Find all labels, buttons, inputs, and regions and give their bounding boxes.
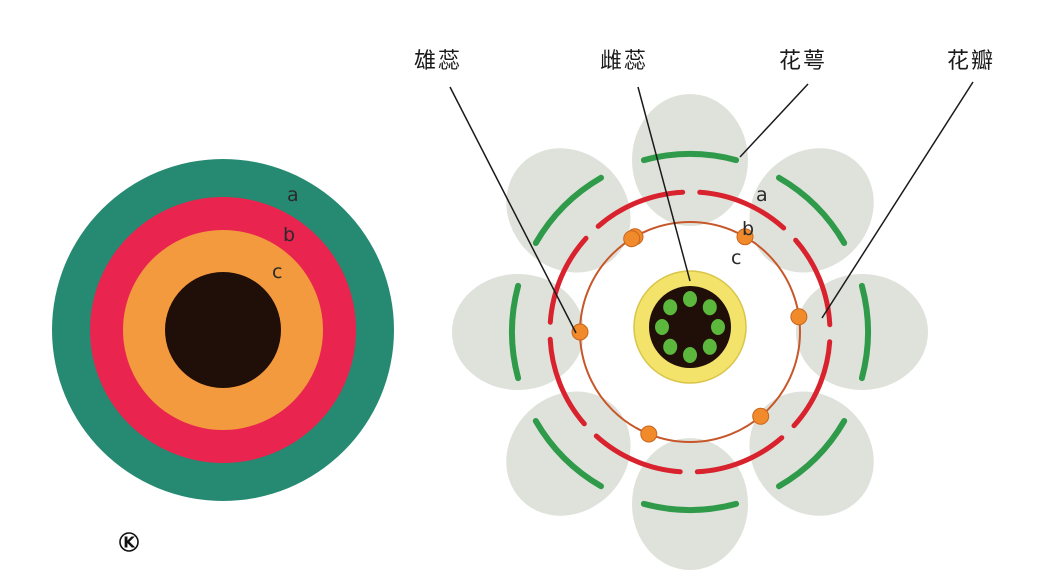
petal-arc (595, 189, 686, 229)
ovule (663, 338, 678, 355)
abc-model-rings: a b c (52, 159, 394, 501)
ovule (711, 319, 725, 335)
label-pistil: 雌蕊 (600, 49, 648, 74)
ring-letter-c: c (731, 247, 741, 269)
ring-label-b: b (283, 224, 295, 246)
anther (571, 323, 589, 341)
ovule (655, 319, 669, 335)
petal-lobe (749, 148, 874, 273)
petal-lobe (506, 148, 631, 273)
sepal-arc (776, 174, 848, 246)
sepal-arc (640, 500, 740, 513)
sepal-arcs (509, 151, 871, 513)
petal-arc (547, 336, 587, 427)
petal-arc (547, 235, 589, 325)
anthers (571, 228, 808, 443)
leader-petal (821, 81, 974, 319)
petal-arcs (547, 189, 833, 475)
anther (790, 308, 808, 326)
leader-pistil (637, 86, 691, 282)
ring-label-c: c (272, 261, 282, 283)
label-stamen: 雄蕊 (414, 49, 462, 74)
center-carpel (165, 272, 281, 388)
petal-lobe (749, 391, 874, 516)
ovule (663, 299, 678, 316)
sepal-arc (640, 151, 740, 164)
sepal-arc (509, 282, 522, 382)
label-petal: 花瓣 (947, 49, 995, 74)
petal-arc (793, 237, 833, 328)
petal-arc (791, 339, 833, 429)
sepal-arc (858, 282, 871, 382)
petal-arc (694, 435, 785, 475)
petal-arc (697, 189, 787, 231)
sepal-arc (776, 418, 848, 490)
anther (736, 228, 754, 246)
ring-letter-a: a (756, 184, 768, 206)
leader-stamen (449, 86, 577, 334)
ovule (702, 338, 717, 355)
sepal-arc (532, 418, 604, 490)
anther (640, 425, 658, 443)
ovule (702, 299, 717, 316)
mark-letter: K (123, 534, 136, 552)
ovules (655, 291, 725, 363)
label-sepal: 花萼 (779, 49, 827, 74)
leader-sepal (739, 83, 809, 158)
flower-cross-section: a b c 雄蕊 雌蕊 花萼 花瓣 (414, 49, 995, 570)
circled-k-mark: K (119, 532, 139, 552)
anther (752, 407, 770, 425)
sepal-arc (532, 174, 604, 246)
ring-label-a: a (287, 184, 299, 206)
petal-lobe (506, 391, 631, 516)
anther (623, 230, 641, 248)
petal-arc (593, 433, 683, 475)
ovule (683, 291, 697, 307)
ring-letter-b: b (742, 218, 754, 240)
ovule (683, 347, 697, 363)
